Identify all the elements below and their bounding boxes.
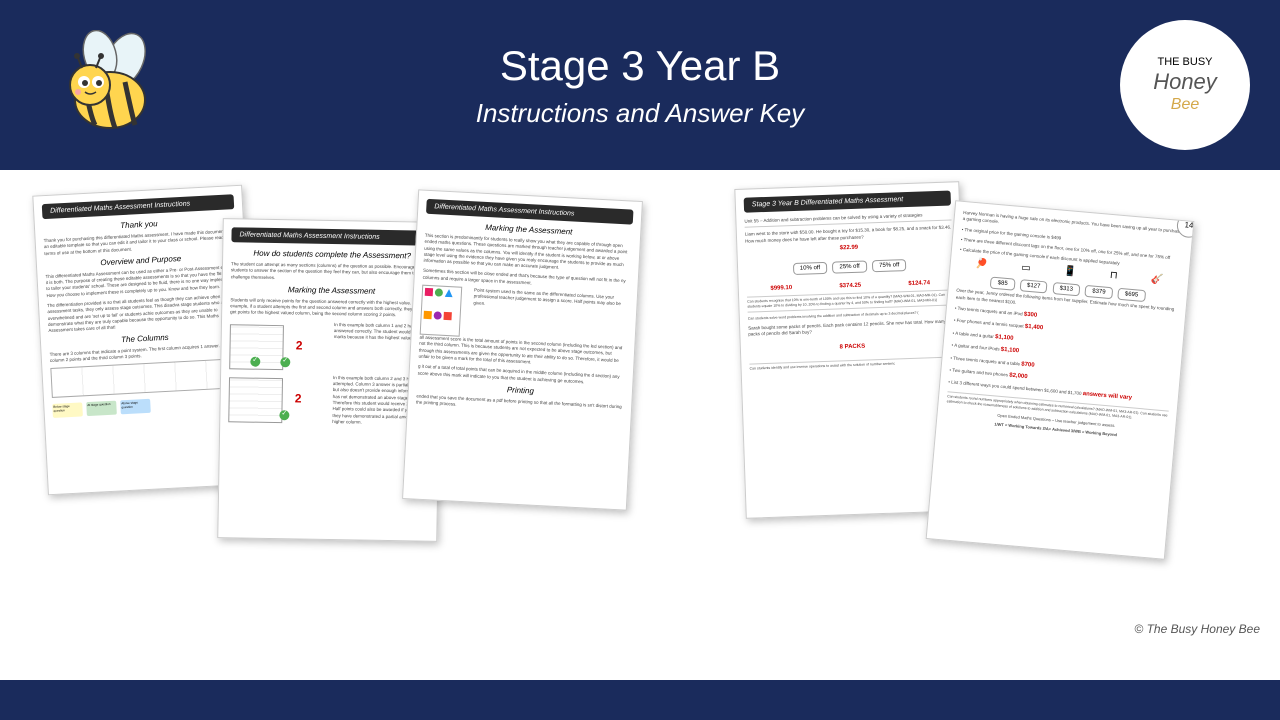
content-area: Differentiated Maths Assessment Instruct… [0,170,1280,680]
answer-page-2: 14 Harvey Norman is having a huge sale o… [926,200,1195,560]
phone-icon: 📱 [1064,266,1077,278]
copyright-text: © The Busy Honey Bee [1134,622,1260,636]
brand-logo: THE BUSY Honey Bee [1120,20,1250,150]
example-table-1 [229,324,284,370]
discount-tags: 10% off 25% off 75% off [746,255,953,278]
bee-icon [50,30,170,140]
subtitle: Instructions and Answer Key [476,98,805,129]
answer-lines: • Two tennis racquets and an iPod $300• … [948,305,1176,407]
shapes-example [420,285,463,337]
racquet-icon: 🏓 [975,259,988,271]
table-icon: ⊓ [1109,270,1118,282]
footer-bar [0,680,1280,720]
guitar-icon: 🎸 [1150,274,1163,286]
columns-diagram [50,358,243,398]
ipod-icon: ▭ [1021,263,1031,275]
example-table-2 [228,377,283,423]
main-title: Stage 3 Year B [476,42,805,90]
instruction-page-3: Differentiated Maths Assessment Instruct… [402,189,643,510]
header-band: Stage 3 Year B Instructions and Answer K… [0,0,1280,170]
title-block: Stage 3 Year B Instructions and Answer K… [476,42,805,129]
stage-tabs: Below stage question At stage question A… [52,394,244,418]
